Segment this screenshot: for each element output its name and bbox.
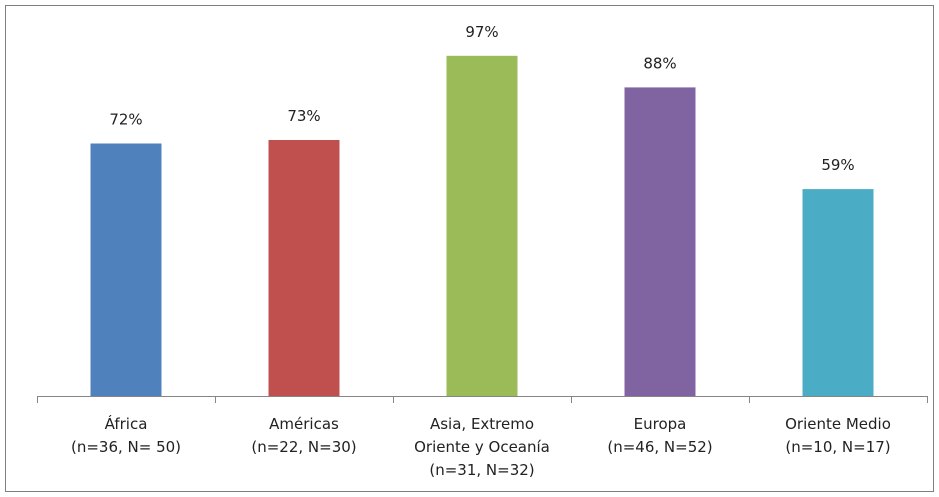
- data-label-3: 88%: [643, 54, 676, 72]
- x-tick-label-1-line-0: Américas: [269, 415, 339, 433]
- x-tick-label-2: Asia, Extremo Oriente y Oceanía (n=31, N=3…: [414, 415, 550, 479]
- x-tick-label-3: Europa (n=46, N=52): [607, 415, 712, 456]
- x-tick-label-2-line-2: (n=31, N=32): [429, 461, 534, 479]
- data-label-2: 97%: [465, 23, 498, 41]
- x-tick-label-4: Oriente Medio (n=10, N=17): [785, 415, 891, 456]
- x-axis: [37, 396, 928, 403]
- x-tick-labels: África (n=36, N= 50)Américas (n=22, N=30)A…: [71, 414, 891, 479]
- x-tick-label-0-line-1: (n=36, N= 50): [71, 438, 181, 456]
- x-tick-label-0: África (n=36, N= 50): [71, 414, 181, 456]
- data-label-0: 72%: [109, 111, 142, 129]
- x-tick-label-3-line-0: Europa: [634, 415, 687, 433]
- bar-2: [446, 55, 518, 397]
- x-tick-label-2-line-0: Asia, Extremo: [430, 415, 534, 433]
- bars-layer: [90, 55, 874, 397]
- bar-0: [90, 143, 162, 396]
- bar-4: [802, 189, 874, 396]
- bar-3: [624, 87, 696, 397]
- x-tick-label-4-line-0: Oriente Medio: [785, 415, 891, 433]
- data-labels-layer: 72% 73% 97% 88% 59%: [109, 23, 854, 174]
- x-tick-label-1: Américas (n=22, N=30): [251, 415, 356, 456]
- x-tick-label-0-line-0: África: [105, 414, 148, 433]
- x-tick-label-3-line-1: (n=46, N=52): [607, 438, 712, 456]
- bar-1: [268, 140, 340, 396]
- data-label-4: 59%: [821, 156, 854, 174]
- x-tick-label-2-line-1: Oriente y Oceanía: [414, 438, 550, 456]
- x-tick-label-4-line-1: (n=10, N=17): [785, 438, 890, 456]
- data-label-1: 73%: [287, 107, 320, 125]
- x-tick-label-1-line-1: (n=22, N=30): [251, 438, 356, 456]
